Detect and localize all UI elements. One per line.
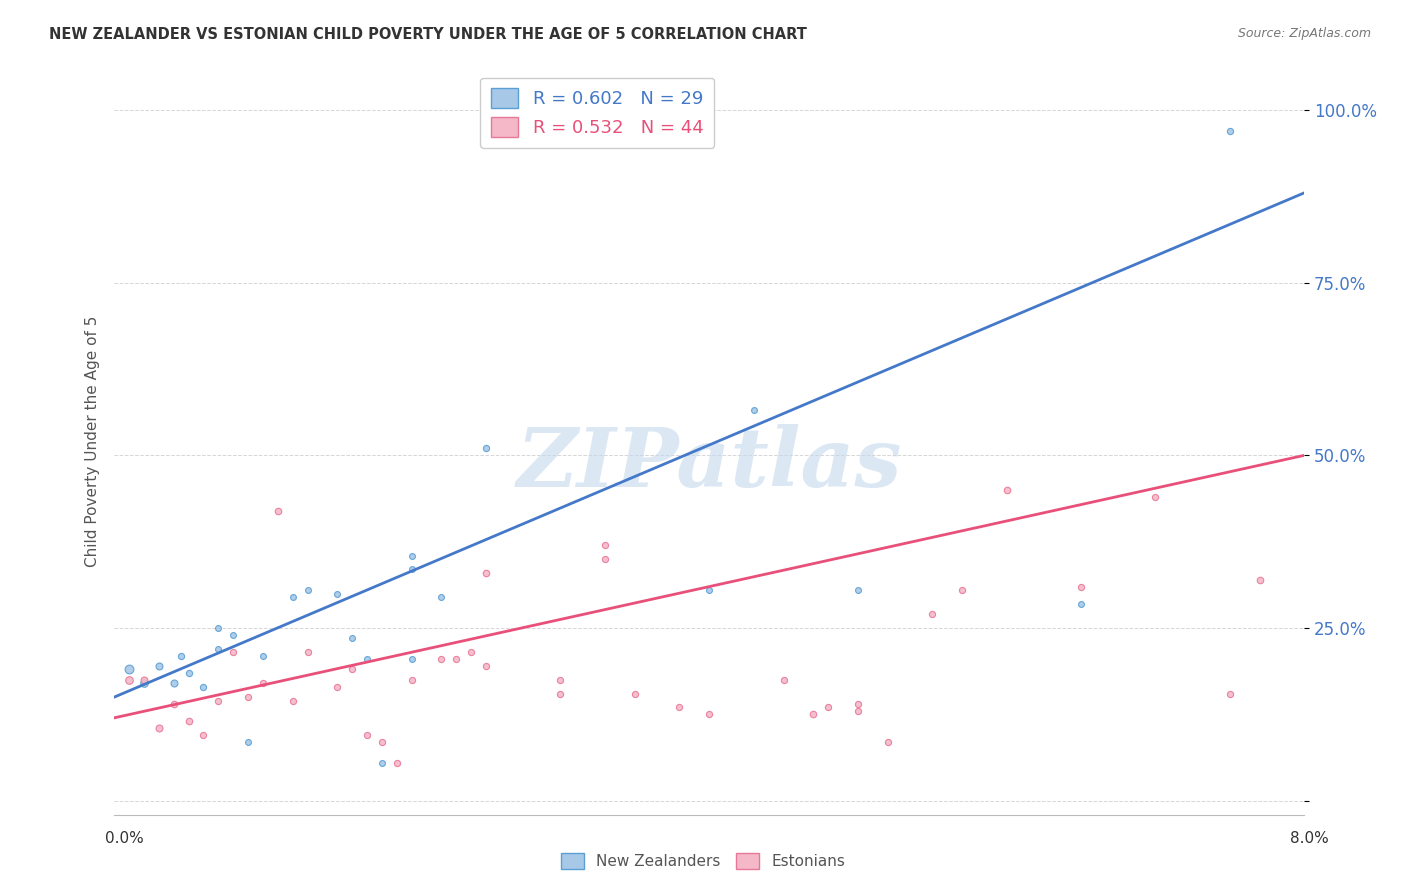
Point bbox=[668, 700, 690, 714]
Point bbox=[475, 659, 498, 673]
Point bbox=[222, 628, 245, 642]
Text: 0.0%: 0.0% bbox=[105, 831, 145, 846]
Text: ZIPatlas: ZIPatlas bbox=[516, 424, 903, 504]
Point bbox=[356, 728, 378, 742]
Point bbox=[772, 673, 794, 687]
Point bbox=[697, 582, 720, 597]
Point bbox=[401, 549, 423, 563]
Point bbox=[1219, 124, 1241, 138]
Point bbox=[430, 652, 453, 666]
Point bbox=[876, 735, 898, 749]
Legend: R = 0.602   N = 29, R = 0.532   N = 44: R = 0.602 N = 29, R = 0.532 N = 44 bbox=[481, 78, 714, 148]
Point bbox=[550, 687, 572, 701]
Point bbox=[475, 566, 498, 580]
Point bbox=[371, 756, 394, 770]
Text: NEW ZEALANDER VS ESTONIAN CHILD POVERTY UNDER THE AGE OF 5 CORRELATION CHART: NEW ZEALANDER VS ESTONIAN CHILD POVERTY … bbox=[49, 27, 807, 42]
Point bbox=[222, 645, 245, 659]
Point bbox=[170, 648, 193, 663]
Point bbox=[177, 714, 200, 729]
Point bbox=[326, 680, 349, 694]
Point bbox=[252, 676, 274, 690]
Point bbox=[207, 621, 229, 635]
Point bbox=[846, 582, 869, 597]
Point bbox=[1070, 597, 1092, 611]
Point bbox=[252, 648, 274, 663]
Text: Source: ZipAtlas.com: Source: ZipAtlas.com bbox=[1237, 27, 1371, 40]
Point bbox=[401, 673, 423, 687]
Point bbox=[593, 538, 616, 552]
Point bbox=[132, 676, 155, 690]
Point bbox=[193, 728, 215, 742]
Point bbox=[697, 707, 720, 722]
Legend: New Zealanders, Estonians: New Zealanders, Estonians bbox=[555, 847, 851, 875]
Point bbox=[236, 735, 259, 749]
Point bbox=[1219, 687, 1241, 701]
Point bbox=[177, 665, 200, 680]
Point bbox=[401, 652, 423, 666]
Point bbox=[148, 659, 170, 673]
Point bbox=[846, 704, 869, 718]
Point bbox=[267, 503, 290, 517]
Point bbox=[207, 693, 229, 707]
Point bbox=[995, 483, 1018, 497]
Point bbox=[460, 645, 482, 659]
Point bbox=[340, 632, 363, 646]
Point bbox=[475, 442, 498, 456]
Point bbox=[281, 590, 304, 604]
Point bbox=[118, 673, 141, 687]
Point bbox=[193, 680, 215, 694]
Point bbox=[593, 552, 616, 566]
Point bbox=[148, 721, 170, 735]
Point bbox=[624, 687, 647, 701]
Point bbox=[207, 641, 229, 656]
Point bbox=[385, 756, 408, 770]
Point bbox=[297, 645, 319, 659]
Point bbox=[1144, 490, 1167, 504]
Point bbox=[1070, 580, 1092, 594]
Point bbox=[118, 663, 141, 677]
Point bbox=[921, 607, 943, 622]
Point bbox=[401, 562, 423, 576]
Point bbox=[163, 676, 186, 690]
Point bbox=[519, 124, 541, 138]
Text: 8.0%: 8.0% bbox=[1289, 831, 1329, 846]
Point bbox=[801, 707, 824, 722]
Point bbox=[430, 590, 453, 604]
Point bbox=[550, 673, 572, 687]
Point bbox=[326, 586, 349, 600]
Y-axis label: Child Poverty Under the Age of 5: Child Poverty Under the Age of 5 bbox=[86, 316, 100, 567]
Point bbox=[950, 582, 973, 597]
Point bbox=[297, 582, 319, 597]
Point bbox=[340, 663, 363, 677]
Point bbox=[742, 403, 765, 417]
Point bbox=[817, 700, 839, 714]
Point bbox=[371, 735, 394, 749]
Point bbox=[446, 652, 468, 666]
Point bbox=[281, 693, 304, 707]
Point bbox=[1249, 573, 1271, 587]
Point bbox=[236, 690, 259, 705]
Point bbox=[163, 697, 186, 711]
Point bbox=[846, 697, 869, 711]
Point bbox=[132, 673, 155, 687]
Point bbox=[356, 652, 378, 666]
